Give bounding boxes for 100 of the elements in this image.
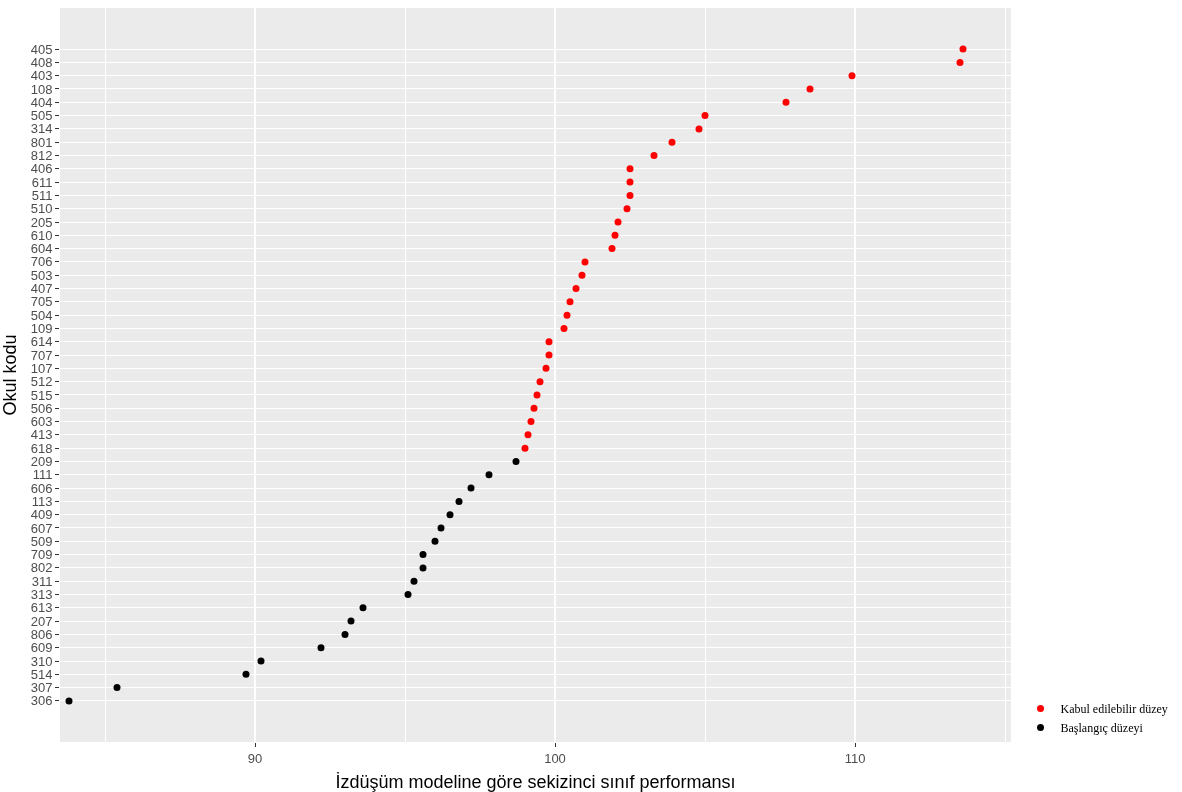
- point: [956, 58, 964, 66]
- y-tick-label: 614: [30, 334, 53, 350]
- y-tick-label: 707: [30, 347, 53, 363]
- point: [782, 98, 790, 106]
- y-tick-label: 207: [30, 613, 53, 629]
- y-tick-label: 314: [30, 121, 53, 137]
- point: [419, 551, 427, 559]
- y-tick-label: 413: [30, 427, 53, 443]
- y-tick-label: 205: [30, 214, 53, 230]
- point: [467, 484, 475, 492]
- y-tick-label: 406: [30, 161, 53, 177]
- point: [668, 138, 676, 146]
- point: [542, 364, 550, 372]
- point: [578, 271, 586, 279]
- point: [650, 152, 658, 159]
- point: [257, 657, 265, 665]
- y-tick-label: 409: [30, 507, 53, 523]
- y-tick-label: 515: [30, 387, 53, 403]
- point: [437, 524, 445, 532]
- y-tick-label: 111: [32, 467, 53, 483]
- y-tick-label: 613: [30, 600, 53, 616]
- point: [695, 125, 703, 133]
- y-tick-label: 603: [30, 414, 53, 430]
- x-tick-label: 110: [844, 750, 866, 766]
- y-tick-label: 706: [30, 254, 53, 270]
- x-tick-label: 100: [544, 750, 566, 766]
- y-tick-label: 510: [30, 201, 53, 217]
- point: [566, 298, 574, 306]
- point: [806, 85, 814, 93]
- point: [626, 178, 634, 186]
- point: [524, 431, 532, 439]
- point: [242, 670, 250, 678]
- point: [626, 165, 634, 173]
- y-tick-label: 109: [30, 320, 53, 336]
- point: [431, 537, 439, 545]
- point: [404, 591, 412, 598]
- point: [626, 191, 634, 199]
- y-tick-label: 404: [30, 94, 53, 110]
- y-tick-label: 512: [30, 374, 53, 390]
- point: [485, 471, 493, 479]
- y-tick-label: 209: [30, 454, 53, 470]
- point: [572, 285, 580, 293]
- y-tick-label: 407: [30, 281, 53, 297]
- y-tick-label: 604: [30, 241, 53, 257]
- point: [512, 457, 520, 465]
- y-tick-label: 610: [30, 227, 53, 243]
- y-tick-label: 802: [30, 560, 53, 576]
- point: [545, 351, 553, 359]
- y-tick-label: 313: [30, 587, 53, 603]
- legend-label: Başlangıç düzeyi: [1060, 721, 1144, 736]
- y-tick-label: 307: [30, 680, 53, 696]
- point: [848, 72, 856, 80]
- point: [614, 218, 622, 226]
- point: [341, 630, 349, 638]
- y-tick-label: 709: [30, 547, 53, 563]
- y-axis-title: Okul kodu: [0, 334, 20, 416]
- x-axis-title: İzdüşüm modeline göre sekizinci sınıf performansı: [335, 772, 736, 792]
- y-tick-label: 108: [30, 81, 53, 97]
- point: [563, 311, 571, 319]
- y-tick-label: 505: [30, 108, 53, 124]
- point: [419, 564, 427, 572]
- y-tick-label: 403: [30, 68, 53, 84]
- point: [410, 577, 418, 585]
- y-tick-label: 107: [30, 360, 53, 376]
- point: [65, 697, 73, 705]
- y-tick-label: 504: [30, 307, 53, 323]
- y-tick-label: 514: [30, 666, 53, 682]
- point: [560, 324, 568, 332]
- point: [701, 112, 709, 120]
- y-tick-label: 506: [30, 400, 53, 416]
- y-tick-label: 113: [31, 493, 53, 509]
- point: [608, 245, 616, 253]
- point: [521, 444, 529, 452]
- y-tick-label: 503: [30, 267, 53, 283]
- y-tick-label: 609: [30, 640, 53, 656]
- y-tick-label: 611: [31, 174, 53, 190]
- point: [446, 511, 454, 519]
- y-tick-label: 801: [30, 134, 53, 150]
- y-tick-label: 606: [30, 480, 53, 496]
- y-tick-label: 618: [30, 440, 53, 456]
- point: [611, 231, 619, 239]
- point: [536, 378, 544, 386]
- point: [533, 391, 541, 399]
- y-tick-label: 509: [30, 533, 53, 549]
- point: [959, 45, 967, 53]
- y-tick-label: 408: [30, 54, 53, 70]
- point: [455, 497, 463, 505]
- point: [623, 205, 631, 213]
- x-tick-label: 90: [247, 750, 263, 766]
- point: [530, 404, 538, 412]
- y-tick-label: 310: [30, 653, 53, 669]
- point: [347, 617, 355, 625]
- y-tick-label: 405: [30, 41, 53, 57]
- y-tick-label: 311: [31, 573, 53, 589]
- point: [545, 338, 553, 346]
- point: [527, 418, 535, 426]
- point: [581, 258, 589, 266]
- y-tick-label: 607: [30, 520, 53, 536]
- y-tick-label: 705: [30, 294, 53, 310]
- y-tick-label: 306: [30, 693, 53, 709]
